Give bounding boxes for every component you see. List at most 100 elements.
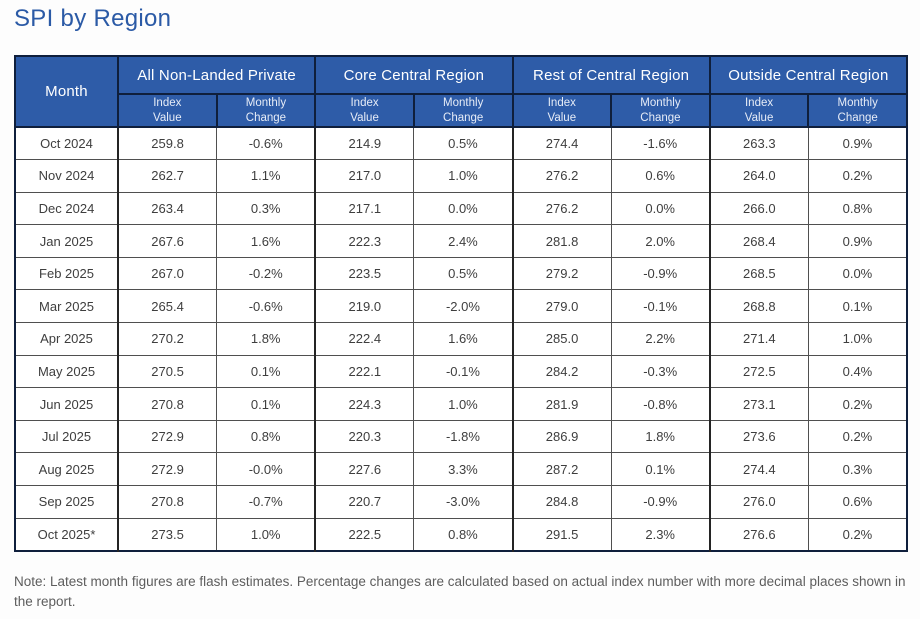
index-value-cell: 220.7: [314, 485, 415, 519]
spi-region-table: Month All Non-Landed Private Core Centra…: [14, 55, 909, 552]
index-value-cell: 279.2: [511, 256, 612, 291]
month-column-header: Month: [14, 55, 119, 128]
monthly-change-cell: 1.0%: [413, 387, 513, 421]
month-cell: Jan 2025: [14, 224, 119, 258]
monthly-change-cell: -0.2%: [216, 256, 316, 291]
header-row-groups: Month All Non-Landed Private Core Centra…: [14, 55, 909, 128]
index-value-subheader: Index Value: [708, 93, 810, 128]
region-group-header-all-non-landed: All Non-Landed Private: [116, 55, 317, 95]
index-value-cell: 222.3: [314, 224, 415, 258]
index-value-cell: 222.5: [314, 517, 415, 552]
index-value-cell: 272.9: [117, 452, 218, 487]
index-value-cell: 284.8: [511, 485, 612, 519]
table-body: Oct 2024 259.8 -0.6% 214.9 0.5% 274.4 -1…: [14, 126, 908, 552]
monthly-change-cell: 1.0%: [413, 159, 513, 193]
monthly-change-cell: 0.5%: [413, 256, 513, 291]
region-group-header-rest-of-central: Rest of Central Region: [511, 55, 711, 95]
monthly-change-cell: 0.1%: [610, 452, 711, 487]
index-value-cell: 273.6: [708, 419, 809, 454]
footnote: Note: Latest month figures are flash est…: [14, 574, 906, 609]
index-value-cell: 281.9: [511, 387, 612, 421]
monthly-change-cell: 1.6%: [413, 322, 513, 356]
index-value-cell: 287.2: [511, 452, 612, 487]
monthly-change-cell: 1.8%: [216, 322, 316, 356]
index-value-cell: 270.5: [117, 354, 218, 389]
index-value-cell: 273.5: [117, 517, 218, 552]
month-cell: Jul 2025: [14, 419, 119, 454]
index-value-cell: 272.5: [708, 354, 809, 389]
monthly-change-cell: -2.0%: [413, 289, 513, 324]
monthly-change-cell: 0.0%: [807, 256, 908, 291]
index-value-cell: 217.1: [314, 191, 415, 226]
table-row: May 2025 270.5 0.1% 222.1 -0.1% 284.2 -0…: [14, 354, 908, 389]
month-cell: May 2025: [14, 354, 119, 389]
table-row: Jan 2025 267.6 1.6% 222.3 2.4% 281.8 2.0…: [14, 224, 908, 258]
index-value-cell: 285.0: [511, 322, 612, 356]
monthly-change-cell: 0.4%: [807, 354, 908, 389]
monthly-change-subheader: Monthly Change: [412, 93, 514, 128]
monthly-change-cell: -0.6%: [216, 126, 316, 161]
monthly-change-cell: 0.2%: [807, 159, 908, 193]
index-value-cell: 222.4: [314, 322, 415, 356]
index-value-cell: 267.6: [117, 224, 218, 258]
month-cell: Oct 2024: [14, 126, 119, 161]
monthly-change-cell: 0.1%: [216, 354, 316, 389]
month-cell: Mar 2025: [14, 289, 119, 324]
monthly-change-cell: -0.9%: [610, 485, 711, 519]
monthly-change-cell: 2.2%: [610, 322, 711, 356]
monthly-change-cell: 0.6%: [807, 485, 908, 519]
index-value-cell: 262.7: [117, 159, 218, 193]
monthly-change-cell: -0.3%: [610, 354, 711, 389]
index-value-cell: 263.3: [708, 126, 809, 161]
index-value-cell: 276.0: [708, 485, 809, 519]
monthly-change-cell: -1.8%: [413, 419, 513, 454]
table-row: Oct 2025* 273.5 1.0% 222.5 0.8% 291.5 2.…: [14, 517, 908, 552]
page-title: SPI by Region: [14, 5, 172, 32]
monthly-change-cell: 2.0%: [610, 224, 711, 258]
index-value-cell: 286.9: [511, 419, 612, 454]
index-value-cell: 265.4: [117, 289, 218, 324]
monthly-change-cell: 1.8%: [610, 419, 711, 454]
index-value-cell: 276.2: [511, 159, 612, 193]
index-value-cell: 270.8: [117, 387, 218, 421]
index-value-cell: 266.0: [708, 191, 809, 226]
region-group-header-outside-central: Outside Central Region: [708, 55, 909, 95]
monthly-change-cell: 0.9%: [807, 224, 908, 258]
index-value-cell: 276.6: [708, 517, 809, 552]
index-value-cell: 273.1: [708, 387, 809, 421]
table-row: Aug 2025 272.9 -0.0% 227.6 3.3% 287.2 0.…: [14, 452, 908, 487]
table-row: Nov 2024 262.7 1.1% 217.0 1.0% 276.2 0.6…: [14, 159, 908, 193]
index-value-cell: 267.0: [117, 256, 218, 291]
monthly-change-subheader: Monthly Change: [610, 93, 711, 128]
month-cell: Apr 2025: [14, 322, 119, 356]
monthly-change-cell: 3.3%: [413, 452, 513, 487]
table-row: Apr 2025 270.2 1.8% 222.4 1.6% 285.0 2.2…: [14, 322, 908, 356]
index-value-cell: 271.4: [708, 322, 809, 356]
monthly-change-cell: -3.0%: [413, 485, 513, 519]
monthly-change-cell: 0.8%: [807, 191, 908, 226]
table-row: Jun 2025 270.8 0.1% 224.3 1.0% 281.9 -0.…: [14, 387, 908, 421]
monthly-change-cell: 0.2%: [807, 387, 908, 421]
table-row: Mar 2025 265.4 -0.6% 219.0 -2.0% 279.0 -…: [14, 289, 908, 324]
monthly-change-cell: 2.4%: [413, 224, 513, 258]
monthly-change-cell: 0.0%: [413, 191, 513, 226]
month-cell: Sep 2025: [14, 485, 119, 519]
month-cell: Oct 2025*: [14, 517, 119, 552]
monthly-change-cell: -0.0%: [216, 452, 316, 487]
index-value-cell: 263.4: [117, 191, 218, 226]
index-value-cell: 222.1: [314, 354, 415, 389]
index-value-cell: 268.4: [708, 224, 809, 258]
index-value-cell: 274.4: [511, 126, 612, 161]
index-value-subheader: Index Value: [511, 93, 613, 128]
index-value-cell: 272.9: [117, 419, 218, 454]
monthly-change-cell: 2.3%: [610, 517, 711, 552]
monthly-change-cell: 1.1%: [216, 159, 316, 193]
month-cell: Nov 2024: [14, 159, 119, 193]
monthly-change-cell: 0.1%: [807, 289, 908, 324]
index-value-cell: 291.5: [511, 517, 612, 552]
monthly-change-cell: 0.2%: [807, 419, 908, 454]
monthly-change-cell: 1.0%: [216, 517, 316, 552]
monthly-change-cell: 1.6%: [216, 224, 316, 258]
index-value-cell: 219.0: [314, 289, 415, 324]
monthly-change-cell: 0.1%: [216, 387, 316, 421]
